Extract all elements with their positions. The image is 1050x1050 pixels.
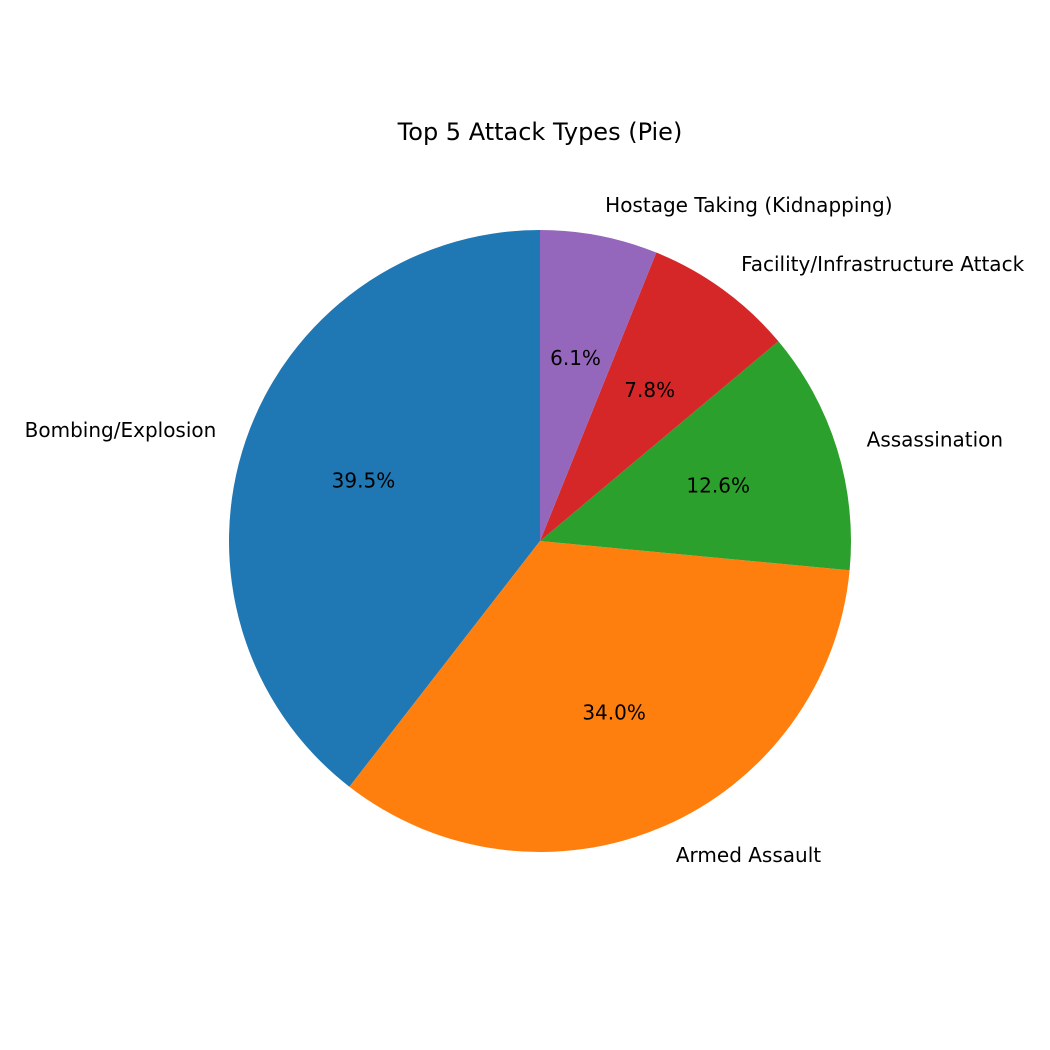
- category-label-assassination: Assassination: [867, 427, 1003, 451]
- percent-label-hostage-taking-kidnapping: 6.1%: [550, 346, 601, 370]
- pie-slice-hostage-taking-kidnapping: [540, 230, 657, 541]
- percent-label-armed-assault: 34.0%: [582, 700, 646, 724]
- category-label-hostage-taking-kidnapping: Hostage Taking (Kidnapping): [605, 193, 892, 217]
- pie-slice-assassination: [540, 341, 852, 571]
- percent-labels: 39.5% 34.0% 12.6% 7.8% 6.1%: [332, 346, 750, 724]
- pie-slice-facility-infrastructure-attack: [540, 252, 779, 541]
- pie-slice-armed-assault: [349, 541, 850, 852]
- category-label-facility-infrastructure-attack: Facility/Infrastructure Attack: [741, 252, 1024, 276]
- category-label-bombing-explosion: Bombing/Explosion: [25, 418, 217, 442]
- percent-label-assassination: 12.6%: [686, 474, 750, 498]
- percent-label-bombing-explosion: 39.5%: [332, 469, 396, 493]
- percent-label-facility-infrastructure-attack: 7.8%: [624, 378, 675, 402]
- category-label-armed-assault: Armed Assault: [676, 843, 821, 867]
- category-labels: Bombing/Explosion Armed Assault Assassinat…: [25, 193, 1025, 867]
- pie-slices: [229, 230, 852, 852]
- pie-slice-bombing-explosion: [229, 230, 540, 787]
- chart-title: Top 5 Attack Types (Pie): [397, 118, 683, 146]
